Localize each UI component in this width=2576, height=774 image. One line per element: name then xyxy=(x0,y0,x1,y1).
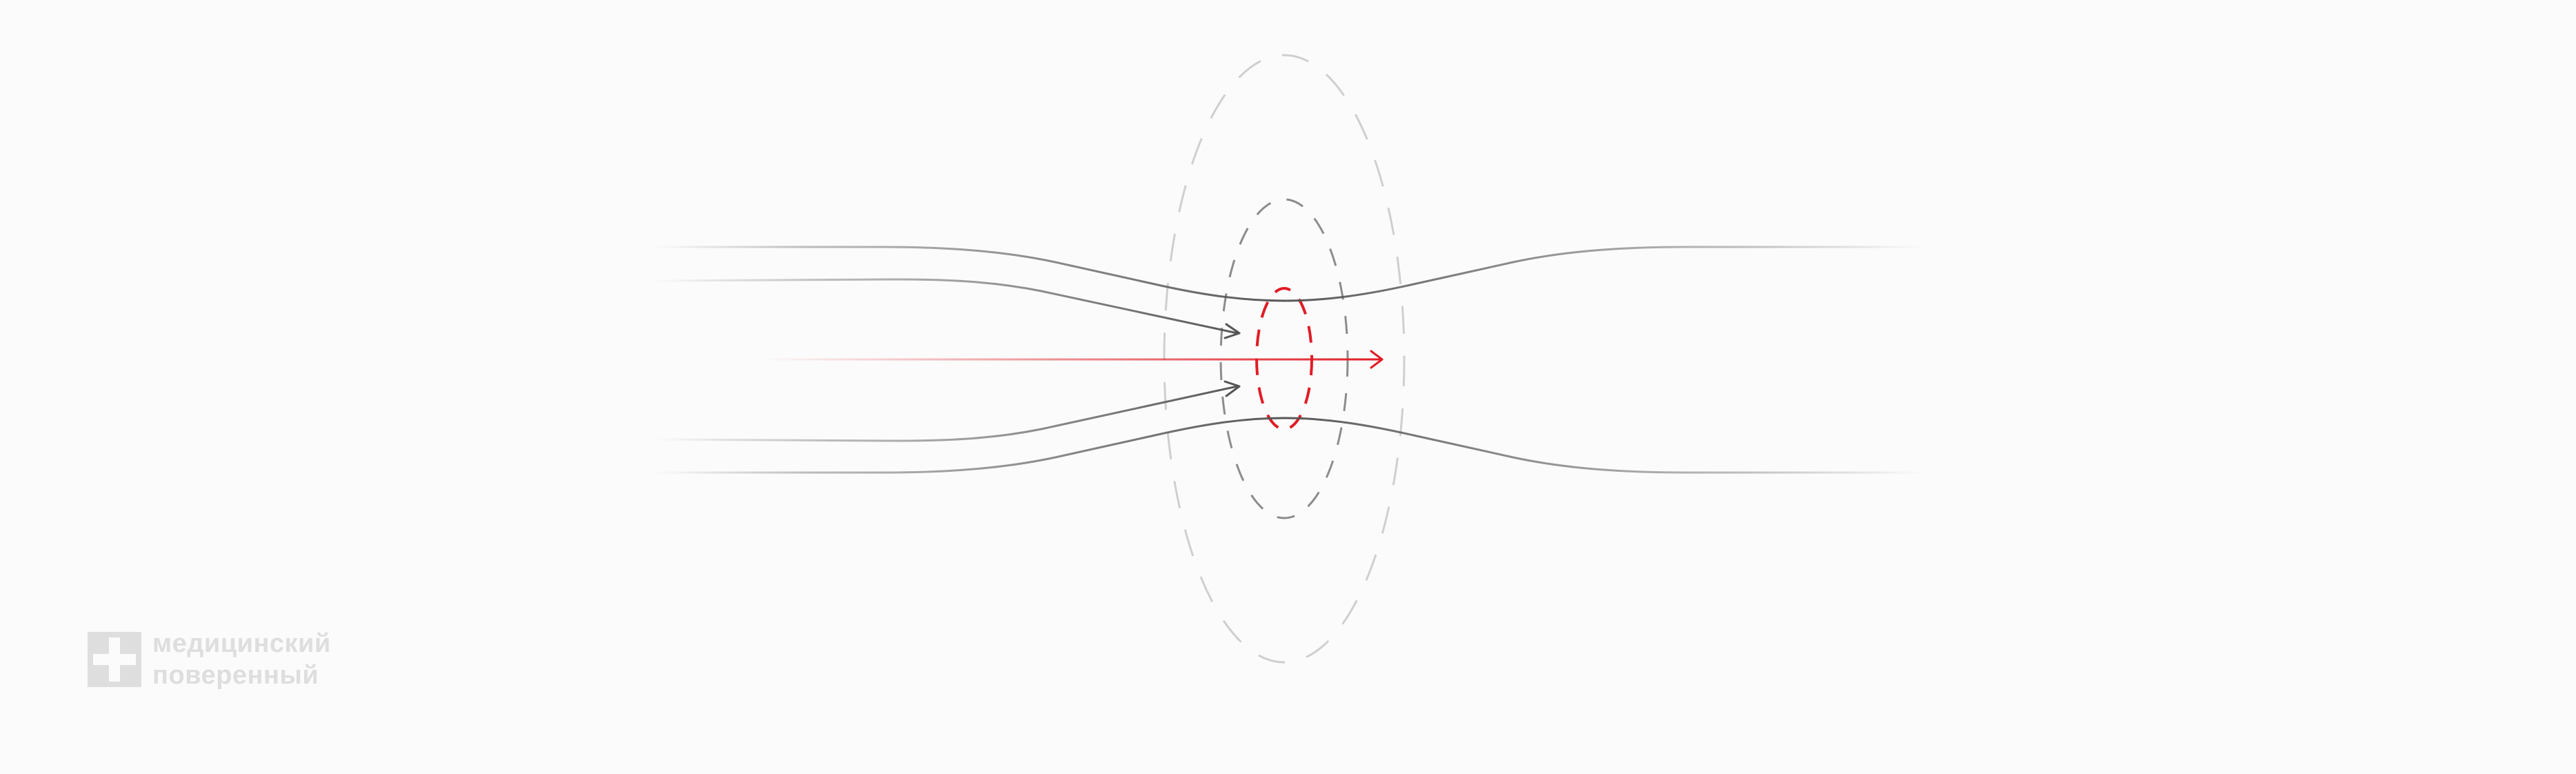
lower-vessel-wall-left xyxy=(655,417,1285,474)
lower-vessel-wall-right xyxy=(1284,417,1924,474)
upper-vessel-wall-right xyxy=(1284,246,1924,302)
upper-flow-arrow xyxy=(655,278,1238,335)
brand-logo: медицинский поверенный xyxy=(88,628,331,691)
brand-name: медицинский поверенный xyxy=(152,628,331,691)
lower-flow-arrowhead xyxy=(1224,380,1241,397)
brand-name-line-1: медицинский xyxy=(152,629,331,658)
lower-flow-arrow xyxy=(655,385,1238,442)
upper-flow-arrowhead xyxy=(1224,323,1241,339)
upper-vessel-wall-left xyxy=(655,246,1285,302)
center-flow-arrowhead xyxy=(1370,350,1384,369)
brand-name-line-2: поверенный xyxy=(152,661,319,690)
medical-cross-icon xyxy=(88,632,141,687)
